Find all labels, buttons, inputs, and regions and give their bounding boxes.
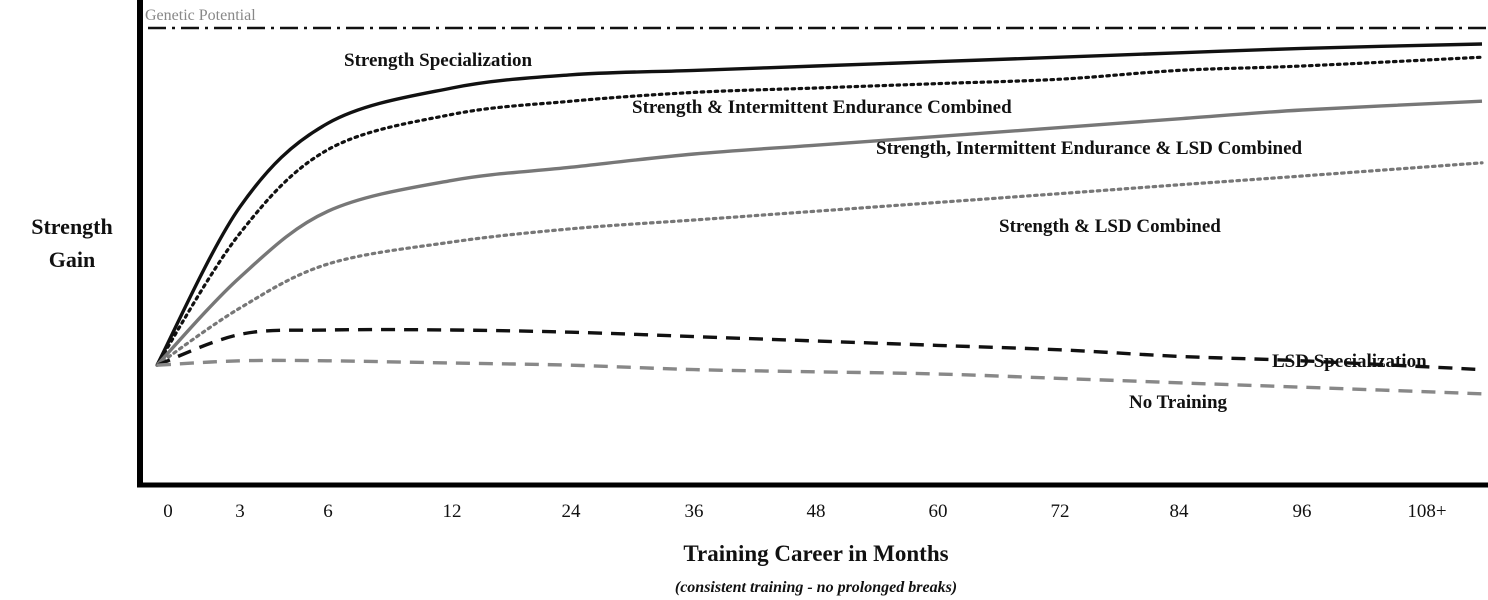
- strength-specialization-label: Strength Specialization: [344, 50, 533, 71]
- series-line-strength-intermittent-endurance-and-lsd-combined: [155, 99, 1483, 367]
- x-axis-title: Training Career in Months: [683, 541, 948, 566]
- x-tick-label: 60: [929, 501, 948, 522]
- x-tick-label: 84: [1170, 501, 1190, 522]
- x-tick-label: 36: [685, 501, 704, 522]
- x-tick-label: 0: [163, 501, 173, 522]
- series-line-strength-and-lsd-combined: [155, 161, 1484, 367]
- strength-intermittent-endurance-label: Strength & Intermittent Endurance Combin…: [632, 97, 1012, 118]
- no-training-label: No Training: [1129, 392, 1228, 413]
- series-line-strength-and-intermittent-endurance-combined: [155, 55, 1484, 367]
- y-axis-label-line2: Gain: [49, 247, 95, 272]
- series-line-no-training: [156, 358, 1483, 396]
- strength-lsd-label: Strength & LSD Combined: [999, 216, 1221, 237]
- strength-ie-lsd-label: Strength, Intermittent Endurance & LSD C…: [876, 138, 1303, 159]
- x-tick-label: 24: [562, 501, 582, 522]
- x-tick-label: 3: [235, 501, 245, 522]
- x-axis-note: (consistent training - no prolonged brea…: [675, 579, 957, 596]
- genetic-potential-label: Genetic Potential: [145, 7, 256, 24]
- x-tick-label: 96: [1293, 501, 1312, 522]
- x-tick-label: 48: [807, 501, 826, 522]
- x-tick-labels: 0 3 6 12 24 36 48 60 72 84 96 108+: [163, 501, 1446, 522]
- series-line-lsd-specialization: [156, 327, 1483, 372]
- y-axis-label-line1: Strength: [31, 214, 113, 239]
- x-tick-label: 6: [323, 501, 333, 522]
- series-line-strength-specialization: [155, 42, 1483, 366]
- x-tick-label: 72: [1051, 501, 1070, 522]
- x-tick-label: 108+: [1407, 501, 1446, 522]
- x-tick-label: 12: [443, 501, 462, 522]
- lsd-specialization-label: LSD Specialization: [1272, 351, 1427, 372]
- series-lines: [148, 26, 1486, 396]
